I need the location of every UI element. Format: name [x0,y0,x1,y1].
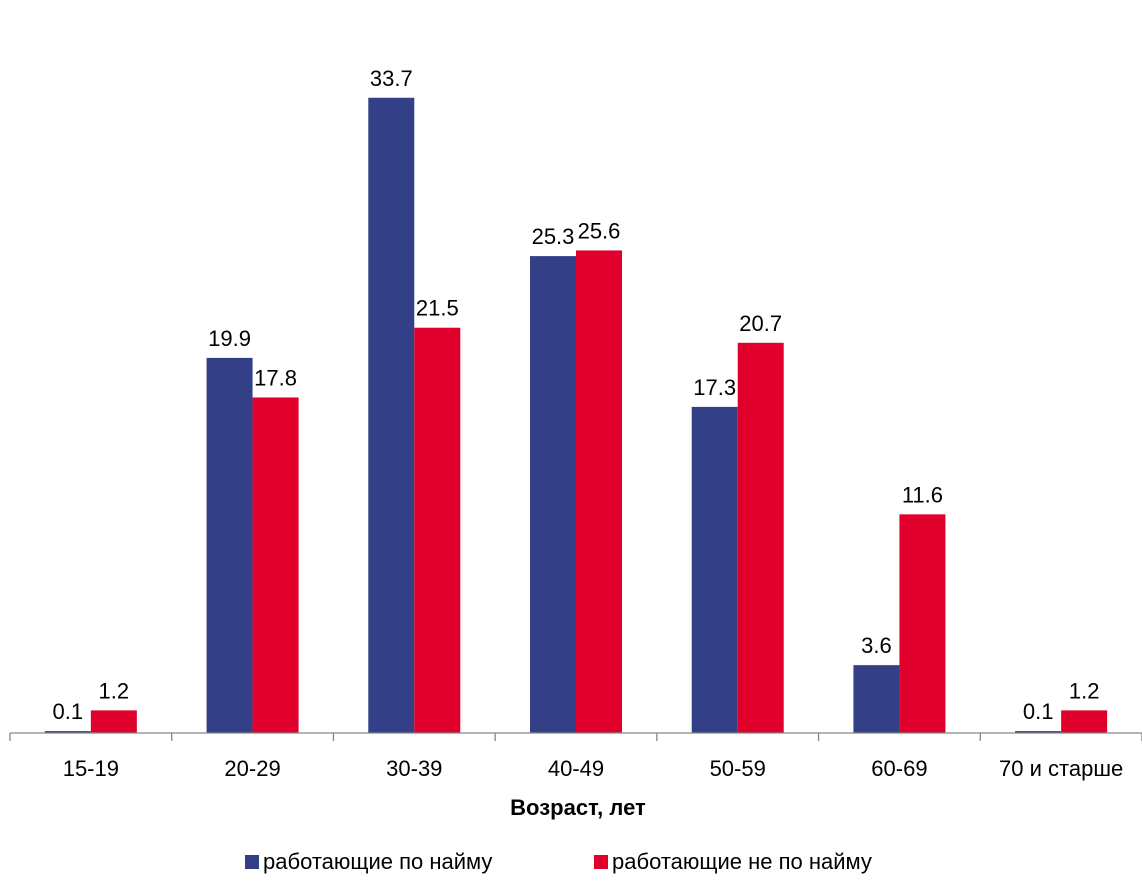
data-label: 25.6 [578,218,621,243]
bar-self-employed [90,710,137,733]
data-label: 17.3 [693,375,736,400]
legend: работающие по найму работающие не по най… [245,849,872,874]
data-label: 33.7 [370,66,413,91]
x-tick-label: 30-39 [386,756,442,781]
x-axis-ticks [9,733,1142,741]
data-label: 17.8 [254,365,297,390]
bar-employed [368,97,415,733]
bars-layer [44,97,1108,733]
data-label: 1.2 [1069,678,1100,703]
data-label: 21.5 [416,296,459,321]
bar-self-employed [576,250,622,733]
x-tick-label: 70 и старше [999,756,1123,781]
bar-self-employed [414,327,461,733]
bar-employed [1015,731,1062,733]
bar-self-employed [1061,710,1108,733]
x-axis-tick-labels: 15-19 20-29 30-39 40-49 50-59 60-69 70 и старш… [63,756,1124,781]
legend-swatch-self-employed [594,855,608,869]
bar-employed [691,406,738,733]
bar-employed [530,256,576,733]
x-tick-label: 15-19 [63,756,119,781]
legend-label-self-employed: работающие не по найму [612,849,872,874]
data-label: 19.9 [208,326,251,351]
legend-swatch-employed [245,855,259,869]
data-label: 11.6 [902,482,943,507]
data-label: 1.2 [99,678,130,703]
bar-employed [853,665,900,733]
x-axis-title: Возраст, лет [510,795,646,820]
legend-label-employed: работающие по найму [263,849,492,874]
bar-self-employed [737,342,784,733]
data-label: 20.7 [739,311,782,336]
bar-employed [206,357,253,733]
data-label: 3.6 [861,633,892,658]
bar-employed [44,731,91,733]
bar-self-employed [899,514,946,733]
x-tick-label: 40-49 [548,756,604,781]
data-labels-layer: 0.1 1.2 19.917.8 33.7 21.5 25.3 25.6 17.3 20.7 3.… [53,66,1100,724]
x-tick-label: 20-29 [224,756,280,781]
data-label: 0.1 [1023,699,1054,724]
data-label: 0.1 [53,699,84,724]
x-tick-label: 50-59 [710,756,766,781]
x-tick-label: 60-69 [871,756,927,781]
data-label: 25.3 [532,224,575,249]
bar-self-employed [252,397,299,733]
